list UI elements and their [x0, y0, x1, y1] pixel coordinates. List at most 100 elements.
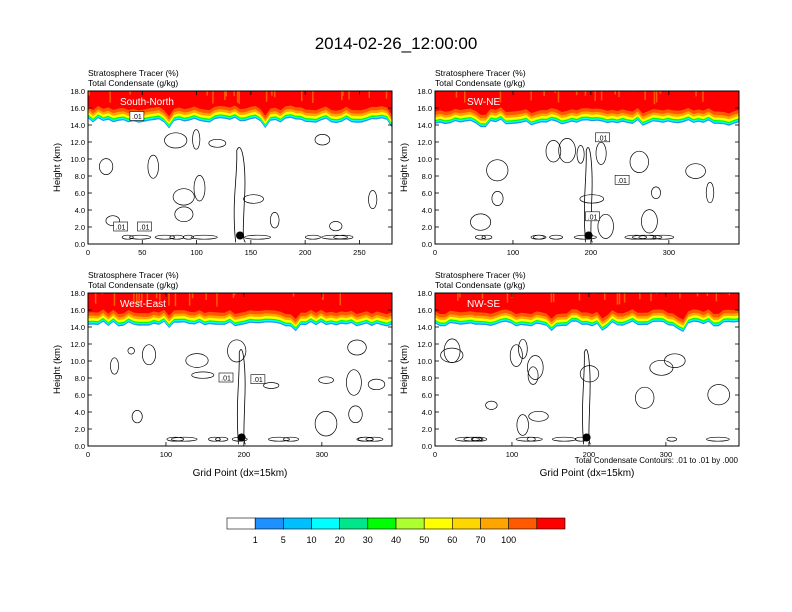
condensate-contour [174, 206, 194, 223]
colorbar-swatch [480, 517, 510, 530]
condensate-contour [172, 188, 195, 206]
colorbar-swatch [254, 517, 284, 530]
y-tick-label: 10.0 [417, 155, 432, 164]
y-tick-label: 6.0 [75, 391, 85, 400]
tracer-streak [265, 91, 268, 102]
tracer-streak [236, 91, 239, 103]
tracer-streak [216, 293, 218, 307]
condensate-contour-low [365, 436, 384, 442]
x-axis-label: Grid Point (dx=15km) [193, 468, 288, 479]
condensate-contour-low [357, 436, 374, 442]
tracer-streak [552, 293, 555, 303]
x-tick-label: 200 [299, 248, 312, 257]
condensate-contour [367, 378, 386, 391]
tracer-streak [233, 293, 236, 296]
x-tick-label: 250 [353, 248, 366, 257]
tracer-streak [146, 293, 149, 307]
condensate-contour-low [208, 436, 221, 442]
tracer-streak [232, 293, 235, 298]
condensate-contour [348, 405, 363, 424]
condensate-contour [185, 353, 209, 368]
colorbar-swatch [226, 517, 256, 530]
condensate-contour [192, 129, 201, 150]
tracer-streak [159, 293, 161, 301]
y-axis-label: Height (km) [399, 345, 410, 394]
x-tick-label: 300 [660, 450, 673, 459]
tracer-streak [225, 91, 227, 97]
condensate-contour-low [624, 234, 648, 240]
panel-title-line2: Total Condensate (g/kg) [435, 280, 525, 290]
condensate-contour [105, 215, 121, 227]
svg-text:.01: .01 [116, 225, 126, 232]
contour-label: .01 [585, 211, 600, 221]
panel-title-line1: Stratosphere Tracer (%) [88, 270, 179, 280]
tracer-streak [455, 91, 458, 98]
y-tick-label: 14.0 [70, 323, 85, 332]
condensate-contour [243, 194, 264, 204]
x-tick-label: 100 [160, 450, 173, 459]
tracer-streak [614, 91, 616, 95]
tracer-streak [191, 293, 194, 299]
x-tick-label: 0 [433, 450, 437, 459]
tracer-streak [655, 293, 658, 295]
contour-label: .01 [250, 374, 266, 384]
y-tick-label: 4.0 [422, 408, 432, 417]
tracer-streak [339, 293, 341, 306]
y-tick-label: 8.0 [75, 172, 85, 181]
condensate-contour [142, 344, 156, 366]
colorbar-label: 1 [253, 535, 258, 545]
tracer-streak [702, 91, 704, 102]
y-tick-label: 14.0 [417, 323, 432, 332]
svg-text:.01: .01 [221, 376, 231, 383]
colorbar-swatch [339, 517, 369, 530]
tracer-streak [113, 293, 116, 306]
tracer-streak [557, 91, 560, 103]
figure-title: 2014-02-26_12:00:00 [315, 34, 478, 53]
condensate-contour [491, 191, 504, 206]
condensate-contour-low [454, 436, 480, 442]
tracer-streak [457, 293, 459, 301]
colorbar-label: 60 [447, 535, 457, 545]
condensate-contour-low [190, 234, 218, 240]
condensate-contour [629, 150, 649, 173]
condensate-contour [705, 182, 715, 204]
condensate-contour [516, 414, 529, 436]
plot-frame [434, 90, 740, 245]
tracer-streak [618, 293, 621, 305]
y-tick-label: 16.0 [417, 306, 432, 315]
condensate-contour [227, 339, 247, 363]
tracer-streak [679, 293, 681, 299]
tracer-streak [138, 293, 140, 304]
y-tick-label: 2.0 [422, 223, 432, 232]
x-tick-label: 200 [238, 450, 251, 459]
location-marker [582, 433, 591, 442]
y-tick-label: 16.0 [417, 104, 432, 113]
condensate-contour [527, 355, 544, 380]
tracer-streak [464, 91, 466, 103]
condensate-contour [329, 221, 343, 232]
condensate-contour [635, 386, 655, 409]
svg-text:.01: .01 [617, 178, 627, 185]
condensate-contour-low [552, 436, 577, 442]
condensate-contour-low [215, 436, 229, 442]
tracer-streak [506, 293, 509, 303]
tracer-streak [499, 91, 502, 103]
condensate-contour-low [481, 234, 493, 240]
convective-column-contour [582, 349, 591, 445]
y-tick-label: 2.0 [422, 425, 432, 434]
condensate-contour [193, 175, 206, 202]
tracer-streak [604, 293, 606, 300]
colorbar-swatch [367, 517, 397, 530]
y-tick-label: 2.0 [75, 223, 85, 232]
tracer-streak [728, 293, 731, 296]
condensate-contour-low [154, 234, 176, 240]
condensate-contour [368, 190, 378, 210]
x-tick-label: 200 [585, 248, 598, 257]
condensate-contour-low [530, 234, 547, 240]
x-tick-label: 100 [506, 450, 519, 459]
y-tick-label: 10.0 [70, 357, 85, 366]
svg-text:.01: .01 [588, 214, 598, 221]
y-tick-label: 18.0 [417, 87, 432, 96]
panel-title-line1: Stratosphere Tracer (%) [435, 68, 526, 78]
